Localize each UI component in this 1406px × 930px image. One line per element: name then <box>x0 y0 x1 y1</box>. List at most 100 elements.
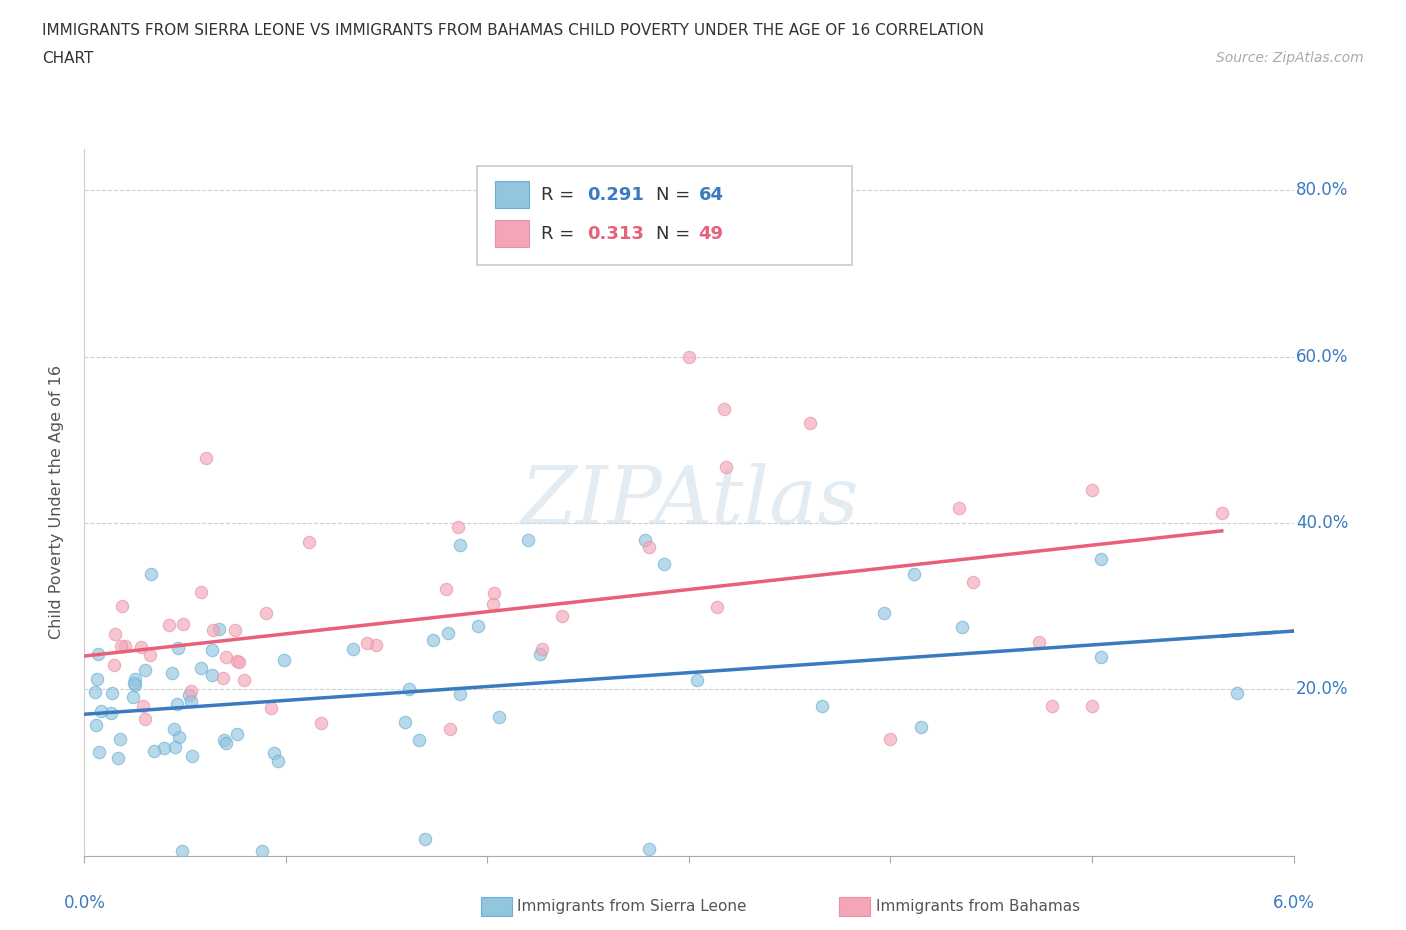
Point <box>250 844 273 859</box>
Point <box>138 647 160 662</box>
Point <box>108 731 131 746</box>
Point <box>86 717 108 732</box>
Point <box>447 519 470 534</box>
Point <box>394 714 416 729</box>
Point <box>713 402 735 417</box>
Point <box>101 685 124 700</box>
Point <box>143 744 166 759</box>
Point <box>157 618 180 632</box>
Point <box>215 736 238 751</box>
Point <box>167 729 190 744</box>
Text: ZIPAtlas: ZIPAtlas <box>520 463 858 541</box>
Point <box>910 720 932 735</box>
Point <box>873 605 896 620</box>
Point <box>1028 635 1050 650</box>
Point <box>342 642 364 657</box>
Point <box>298 535 321 550</box>
Text: 6.0%: 6.0% <box>1272 895 1315 912</box>
Point <box>107 751 129 765</box>
Text: N =: N = <box>657 225 696 243</box>
Point <box>652 556 675 571</box>
Point <box>551 608 574 623</box>
Point <box>190 584 212 599</box>
Point <box>488 710 510 724</box>
Point <box>124 675 146 690</box>
Text: 64: 64 <box>699 186 724 204</box>
Text: CHART: CHART <box>42 51 94 66</box>
Point <box>103 658 125 672</box>
Point <box>531 642 554 657</box>
Point <box>529 646 551 661</box>
Point <box>100 705 122 720</box>
Point <box>267 753 290 768</box>
Point <box>706 599 728 614</box>
Point <box>180 684 202 698</box>
Text: Immigrants from Sierra Leone: Immigrants from Sierra Leone <box>517 899 747 914</box>
Point <box>224 622 246 637</box>
Point <box>132 698 155 713</box>
Point <box>516 532 538 547</box>
Point <box>422 632 444 647</box>
Point <box>799 416 821 431</box>
Text: 20.0%: 20.0% <box>1296 680 1348 698</box>
Point <box>180 694 202 709</box>
Point <box>180 749 202 764</box>
Point <box>163 722 186 737</box>
Point <box>190 660 212 675</box>
Point <box>1081 698 1104 713</box>
Point <box>1040 698 1063 713</box>
Text: N =: N = <box>657 186 696 204</box>
Point <box>226 654 249 669</box>
Point <box>716 460 738 475</box>
Point <box>131 639 153 654</box>
Point <box>124 671 146 686</box>
Text: 0.0%: 0.0% <box>63 895 105 912</box>
Point <box>482 596 505 611</box>
Point <box>434 581 457 596</box>
Point <box>202 622 225 637</box>
Point <box>1211 506 1233 521</box>
Point <box>111 598 134 613</box>
Point <box>226 726 249 741</box>
FancyBboxPatch shape <box>495 220 529 247</box>
Point <box>408 733 430 748</box>
Point <box>83 684 105 699</box>
Text: 60.0%: 60.0% <box>1296 348 1348 365</box>
Point <box>232 672 254 687</box>
Point <box>686 672 709 687</box>
Point <box>516 249 538 264</box>
Point <box>87 646 110 661</box>
Point <box>364 638 387 653</box>
Point <box>134 663 156 678</box>
Point <box>467 618 489 633</box>
Text: 40.0%: 40.0% <box>1296 514 1348 532</box>
Point <box>114 639 136 654</box>
Point <box>160 666 183 681</box>
Point <box>212 671 235 685</box>
Point <box>254 605 277 620</box>
Point <box>273 653 295 668</box>
Point <box>637 842 659 857</box>
Point <box>139 566 162 581</box>
Point <box>449 538 471 552</box>
FancyBboxPatch shape <box>478 166 852 265</box>
Point <box>678 350 700 365</box>
Point <box>177 687 200 702</box>
Point <box>110 639 132 654</box>
Text: IMMIGRANTS FROM SIERRA LEONE VS IMMIGRANTS FROM BAHAMAS CHILD POVERTY UNDER THE : IMMIGRANTS FROM SIERRA LEONE VS IMMIGRAN… <box>42 23 984 38</box>
Point <box>212 733 235 748</box>
Point <box>215 650 238 665</box>
Point <box>962 575 984 590</box>
Point <box>1081 483 1104 498</box>
Text: Immigrants from Bahamas: Immigrants from Bahamas <box>876 899 1080 914</box>
Point <box>356 635 378 650</box>
Point <box>449 687 471 702</box>
Point <box>311 716 333 731</box>
Point <box>166 640 188 655</box>
Point <box>124 677 146 692</box>
Point <box>201 643 224 658</box>
Point <box>153 741 176 756</box>
Point <box>1090 649 1112 664</box>
Point <box>172 617 194 631</box>
Point <box>165 740 187 755</box>
